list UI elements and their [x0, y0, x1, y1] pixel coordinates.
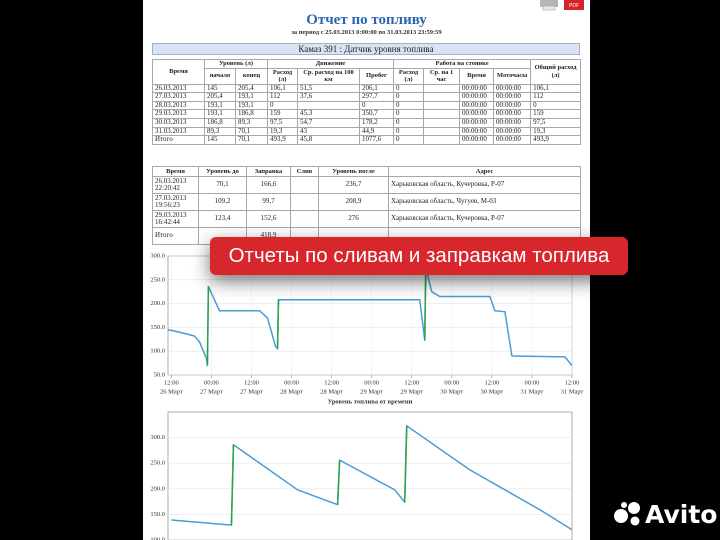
table-row: 30.03.2013 186,8 89,3 97,5 54,7 178,2 0 00:00:0… [152, 117, 582, 128]
x-tick-label: 31 Март [561, 388, 584, 395]
logo-dot [628, 502, 640, 514]
y-tick-label: 250.0 [150, 460, 165, 467]
x-tick-label: 12:00 [484, 379, 499, 386]
column-header: Расход (л) [393, 67, 425, 85]
events-header: Время Уровень до Заправка Слив Уровень после… [152, 166, 581, 177]
report-period: за период с 25.03.2013 0:00:00 по 31.03.… [291, 29, 442, 36]
x-tick-label: 31 Март [521, 388, 544, 395]
x-tick-label: 30 Март [440, 388, 463, 395]
plot-area [167, 255, 573, 376]
x-tick-label: 00:00 [364, 379, 379, 386]
table-cell: 1077,6 [358, 135, 395, 145]
x-tick-label: 00:00 [284, 379, 299, 386]
table-cell: Итого [152, 227, 199, 245]
data-line [230, 425, 408, 526]
x-tick-label: 00:00 [204, 379, 219, 386]
x-tick-label: 29 Март [400, 388, 423, 395]
data-line [206, 267, 427, 366]
x-axis-title: Уровень топлива от времени [328, 398, 413, 405]
x-tick-label: 26 Март [160, 388, 183, 395]
table-cell: 00:00:00 [493, 135, 532, 145]
y-tick-label: 200.0 [150, 485, 165, 492]
x-tick-label: 30 Март [480, 388, 503, 395]
x-tick-label: 12:00 [565, 379, 580, 386]
watermark: Avito [645, 500, 718, 529]
summary-table: Время Уровень (л) Движение Работа на сто… [152, 59, 582, 145]
summary-body: 26.03.2013 145 205,4 106,1 51,5 206,1 0 00:00:0… [152, 83, 582, 145]
logo-dot [621, 502, 627, 508]
column-header: Время [152, 59, 205, 85]
print-paper [542, 5, 556, 11]
avito-logo [614, 502, 640, 526]
vehicle-header: Камаз 391 : Датчик уровня топлива [152, 43, 580, 55]
table-row: 26.03.2013 22:20:42 70,1 166,6 236,7 Харьков… [152, 176, 581, 194]
table-cell: 493,9 [530, 135, 582, 145]
y-tick-label: 200.0 [150, 300, 165, 307]
x-tick-label: 27 Март [240, 388, 263, 395]
toolbar-icons: PDF [540, 0, 584, 11]
x-tick-label: 27 Март [200, 388, 223, 395]
logo-dot [614, 509, 628, 523]
promo-banner: Отчеты по сливам и заправкам топлива [210, 237, 628, 275]
y-tick-label: 100.0 [150, 536, 165, 540]
x-tick-label: 12:00 [404, 379, 419, 386]
table-row: 29.03.2013 16:42:44 123,4 152,6 276 Харьковс… [152, 210, 581, 228]
report-title: Отчет по топливу [306, 12, 427, 28]
column-header: Общий расход (л) [530, 59, 582, 85]
x-tick-label: 12:00 [324, 379, 339, 386]
column-header: Расход (л) [267, 67, 298, 85]
pdf-icon[interactable] [564, 0, 584, 10]
y-tick-label: 300.0 [150, 252, 165, 259]
x-tick-label: 29 Март [360, 388, 383, 395]
column-header: Пробег [358, 67, 395, 85]
table-row: 27.03.2013 205,4 193,1 112 37,6 297,7 0 00:00:0… [152, 92, 582, 102]
logo-dot [630, 516, 640, 526]
x-tick-label: 28 Март [280, 388, 303, 395]
y-tick-label: 150.0 [150, 324, 165, 331]
print-icon[interactable] [540, 0, 558, 7]
x-tick-label: 12:00 [244, 379, 259, 386]
table-row: Итого 145 70,1 493,9 45,8 1077,6 0 00:00:00 00:0… [152, 135, 582, 145]
column-header: Моточасы [493, 67, 532, 85]
y-tick-label: 250.0 [150, 276, 165, 283]
y-tick-label: 100.0 [150, 348, 165, 355]
y-tick-label: 50.0 [154, 371, 165, 378]
y-tick-label: 300.0 [150, 434, 165, 441]
x-tick-label: 12:00 [164, 379, 179, 386]
pdf-label: PDF [569, 3, 579, 9]
x-tick-label: 00:00 [525, 379, 540, 386]
x-tick-label: 28 Март [320, 388, 343, 395]
x-tick-label: 00:00 [444, 379, 459, 386]
y-tick-label: 150.0 [150, 511, 165, 518]
